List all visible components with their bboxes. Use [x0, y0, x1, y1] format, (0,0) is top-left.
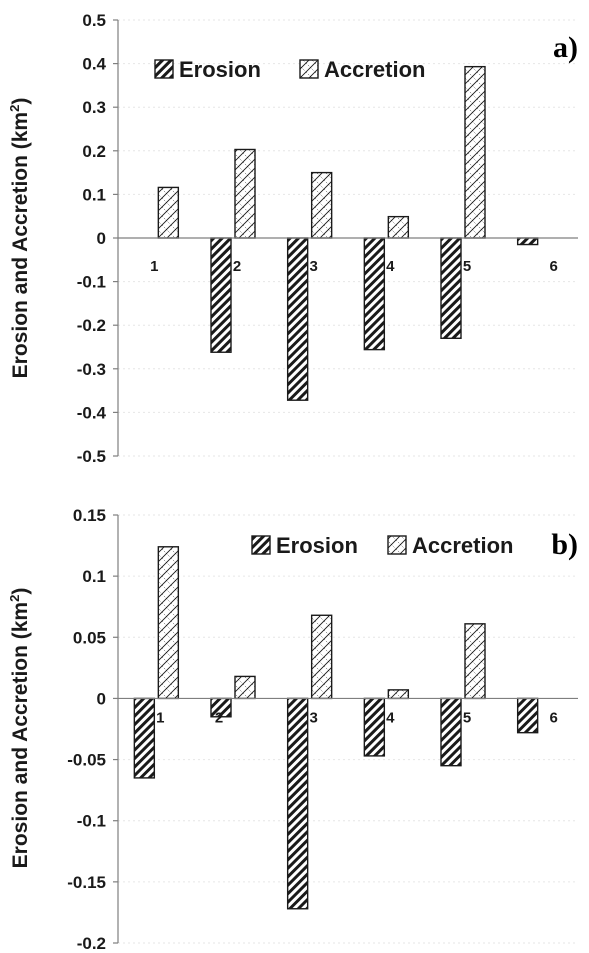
erosion-bar-2 — [210, 237, 232, 353]
accretion-bar-5 — [464, 623, 486, 700]
y-tick-label: 0.1 — [82, 185, 106, 204]
y-axis-title: Erosion and Accretion (km2) — [7, 98, 32, 379]
legend-swatch-erosion — [154, 59, 174, 79]
category-label: 5 — [463, 258, 471, 275]
category-label: 3 — [309, 258, 317, 275]
y-tick-label: -0.2 — [77, 316, 106, 335]
y-tick-label: -0.1 — [77, 273, 106, 292]
legend-swatch-accretion — [387, 535, 407, 555]
category-label: 6 — [549, 709, 557, 726]
y-tick-label: -0.05 — [67, 751, 106, 770]
accretion-bar-3 — [310, 171, 333, 239]
category-label: 5 — [463, 709, 471, 726]
y-tick-label: -0.5 — [77, 447, 106, 466]
category-label: 4 — [386, 709, 395, 726]
category-label: 2 — [215, 709, 223, 726]
category-label: 6 — [549, 258, 557, 275]
legend-label-accretion: Accretion — [412, 533, 513, 558]
y-tick-label: 0.1 — [82, 567, 106, 586]
accretion-bar-3 — [310, 614, 333, 700]
erosion-bar-5 — [440, 237, 462, 339]
erosion-bar-5 — [440, 697, 462, 767]
y-tick-label: 0 — [97, 689, 106, 708]
legend-label-erosion: Erosion — [276, 533, 358, 558]
y-tick-label: 0.4 — [82, 55, 106, 74]
y-axis-title: Erosion and Accretion (km2) — [7, 588, 32, 869]
y-tick-label: 0.5 — [82, 11, 106, 30]
erosion-bar-3 — [286, 237, 309, 401]
y-tick-label: 0 — [97, 229, 106, 248]
category-label: 3 — [309, 709, 317, 726]
erosion-bar-6 — [516, 697, 539, 734]
y-tick-label: 0.05 — [73, 628, 106, 647]
legend-swatch-erosion — [251, 535, 271, 555]
y-tick-label: 0.2 — [82, 142, 106, 161]
accretion-bar-5 — [464, 65, 486, 239]
accretion-bar-4 — [387, 689, 410, 700]
y-tick-label: 0.3 — [82, 98, 106, 117]
chart-panel-b: 0.15 0.1 0.05 0 -0.05 -0.1 -0.15 -0.2 1 2 3 4 5 6 Eros… — [7, 506, 578, 953]
category-label: 1 — [150, 258, 158, 275]
legend-label-erosion: Erosion — [179, 57, 261, 82]
category-label: 4 — [386, 258, 395, 275]
y-tick-label: -0.4 — [77, 403, 107, 422]
legend-label-accretion: Accretion — [324, 57, 425, 82]
category-label: 2 — [233, 258, 241, 275]
erosion-bar-3 — [286, 697, 309, 910]
panel-label: a) — [553, 31, 578, 64]
y-tick-label: -0.3 — [77, 360, 106, 379]
chart-panel-a: 0.5 0.4 0.3 0.2 0.1 0 -0.1 -0.2 -0.3 -0.4 -0.5 1 2 3 4… — [7, 11, 578, 466]
erosion-bar-6 — [516, 237, 539, 246]
erosion-bar-1 — [133, 697, 156, 779]
category-label: 1 — [156, 709, 164, 726]
accretion-bar-2 — [234, 148, 256, 239]
y-tick-label: 0.15 — [73, 506, 106, 525]
erosion-bar-4 — [363, 697, 386, 757]
panel-label: b) — [551, 528, 578, 561]
erosion-bar-4 — [363, 237, 386, 351]
accretion-bar-1 — [157, 546, 180, 700]
y-tick-label: -0.15 — [67, 873, 106, 892]
y-tick-label: -0.2 — [77, 934, 106, 953]
accretion-bar-1 — [157, 186, 180, 239]
accretion-bar-4 — [387, 215, 410, 239]
accretion-bar-2 — [234, 675, 256, 700]
legend-swatch-accretion — [299, 59, 319, 79]
y-tick-label: -0.1 — [77, 812, 106, 831]
